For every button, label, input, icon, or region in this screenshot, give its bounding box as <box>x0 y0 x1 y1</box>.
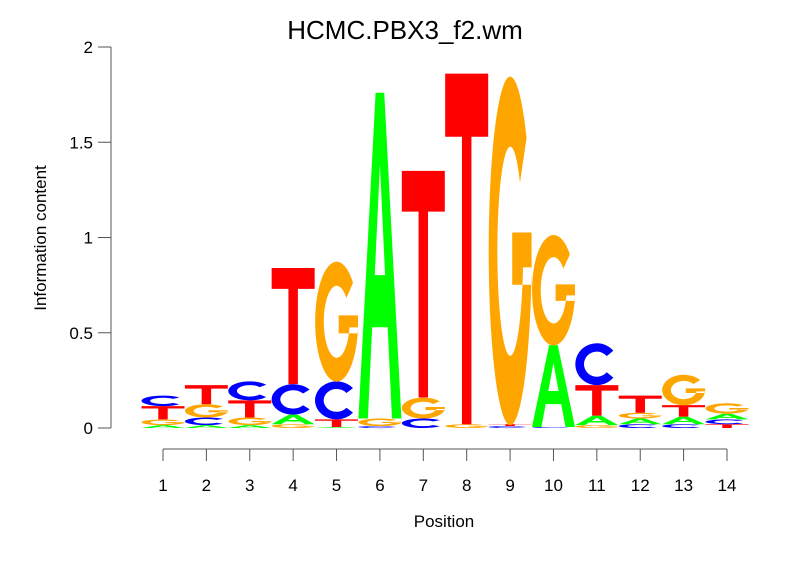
y-axis: 0 0.5 1 1.5 2 <box>69 38 112 438</box>
logo-letter-A <box>271 414 315 425</box>
logo-letter-G <box>228 417 272 426</box>
logo-letter-T <box>141 406 185 420</box>
logo-letter-T <box>662 405 706 417</box>
logo-letter-A <box>184 425 228 428</box>
x-tick-label: 10 <box>544 476 563 495</box>
logo-letter-G <box>271 424 315 429</box>
y-tick-label: 0 <box>84 419 93 438</box>
x-tick-label: 4 <box>288 476 297 495</box>
logo-letter-A <box>705 413 749 420</box>
logo-letter-G <box>141 419 185 426</box>
logo-letter-G <box>358 418 402 427</box>
logo-letter-C <box>315 381 354 420</box>
logo-letter-T <box>271 267 315 385</box>
logo-letter-C <box>228 381 267 401</box>
logo-letter-G <box>705 403 749 414</box>
logo-letter-T <box>705 424 749 428</box>
logo-letter-G <box>532 234 575 346</box>
logo-letter-C <box>575 343 614 386</box>
logo-letter-C <box>141 395 180 407</box>
x-tick-label: 9 <box>505 476 514 495</box>
logo-letter-A <box>575 415 619 426</box>
logo-letter-A <box>315 427 359 428</box>
logo-letters <box>141 73 749 429</box>
logo-letter-T <box>401 170 445 398</box>
logo-letter-C <box>531 427 570 428</box>
logo-letter-G <box>184 404 228 418</box>
logo-letter-G <box>488 76 532 426</box>
x-axis-label: Position <box>414 512 474 531</box>
y-tick-label: 0.5 <box>69 324 93 343</box>
logo-letter-G <box>575 425 619 429</box>
logo-letter-C <box>271 384 310 415</box>
logo-letter-C <box>488 426 527 428</box>
logo-letter-G <box>401 397 445 419</box>
logo-letter-G <box>662 374 706 406</box>
logo-letter-T <box>575 385 619 416</box>
x-tick-label: 2 <box>202 476 211 495</box>
logo-letter-A <box>141 425 185 428</box>
y-tick-label: 1 <box>84 229 93 248</box>
logo-letter-T <box>445 73 489 425</box>
x-tick-label: 3 <box>245 476 254 495</box>
logo-letter-A <box>662 416 706 425</box>
logo-letter-T <box>228 400 272 418</box>
logo-letter-G <box>618 412 662 419</box>
chart-title: HCMC.PBX3_f2.wm <box>287 15 523 45</box>
x-tick-label: 11 <box>588 476 606 495</box>
x-tick-label: 5 <box>332 476 341 495</box>
y-tick-label: 2 <box>84 38 93 57</box>
x-tick-label: 13 <box>674 476 693 495</box>
logo-letter-C <box>618 424 657 428</box>
y-axis-label: Information content <box>31 165 50 311</box>
logo-letter-C <box>705 419 744 425</box>
logo-letter-T <box>315 419 359 428</box>
logo-letter-C <box>662 424 701 428</box>
logo-letter-A <box>618 418 662 425</box>
logo-letter-G <box>445 424 489 429</box>
logo-letter-C <box>401 418 440 428</box>
x-axis: 1 2 3 4 5 6 7 8 9 10 11 12 13 14 <box>158 448 737 495</box>
logo-letter-T <box>618 395 662 413</box>
x-tick-label: 14 <box>718 476 737 495</box>
y-tick-label: 1.5 <box>69 133 93 152</box>
x-tick-label: 1 <box>158 476 167 495</box>
x-tick-label: 6 <box>375 476 384 495</box>
x-tick-label: 12 <box>631 476 650 495</box>
x-tick-label: 8 <box>462 476 471 495</box>
x-tick-label: 7 <box>419 476 428 495</box>
logo-letter-A <box>228 425 272 428</box>
logo-letter-A <box>531 345 575 428</box>
logo-letter-G <box>315 261 359 382</box>
logo-letter-C <box>358 426 397 428</box>
logo-letter-A <box>358 92 402 419</box>
logo-letter-T <box>184 385 228 405</box>
logo-letter-C <box>184 417 223 426</box>
